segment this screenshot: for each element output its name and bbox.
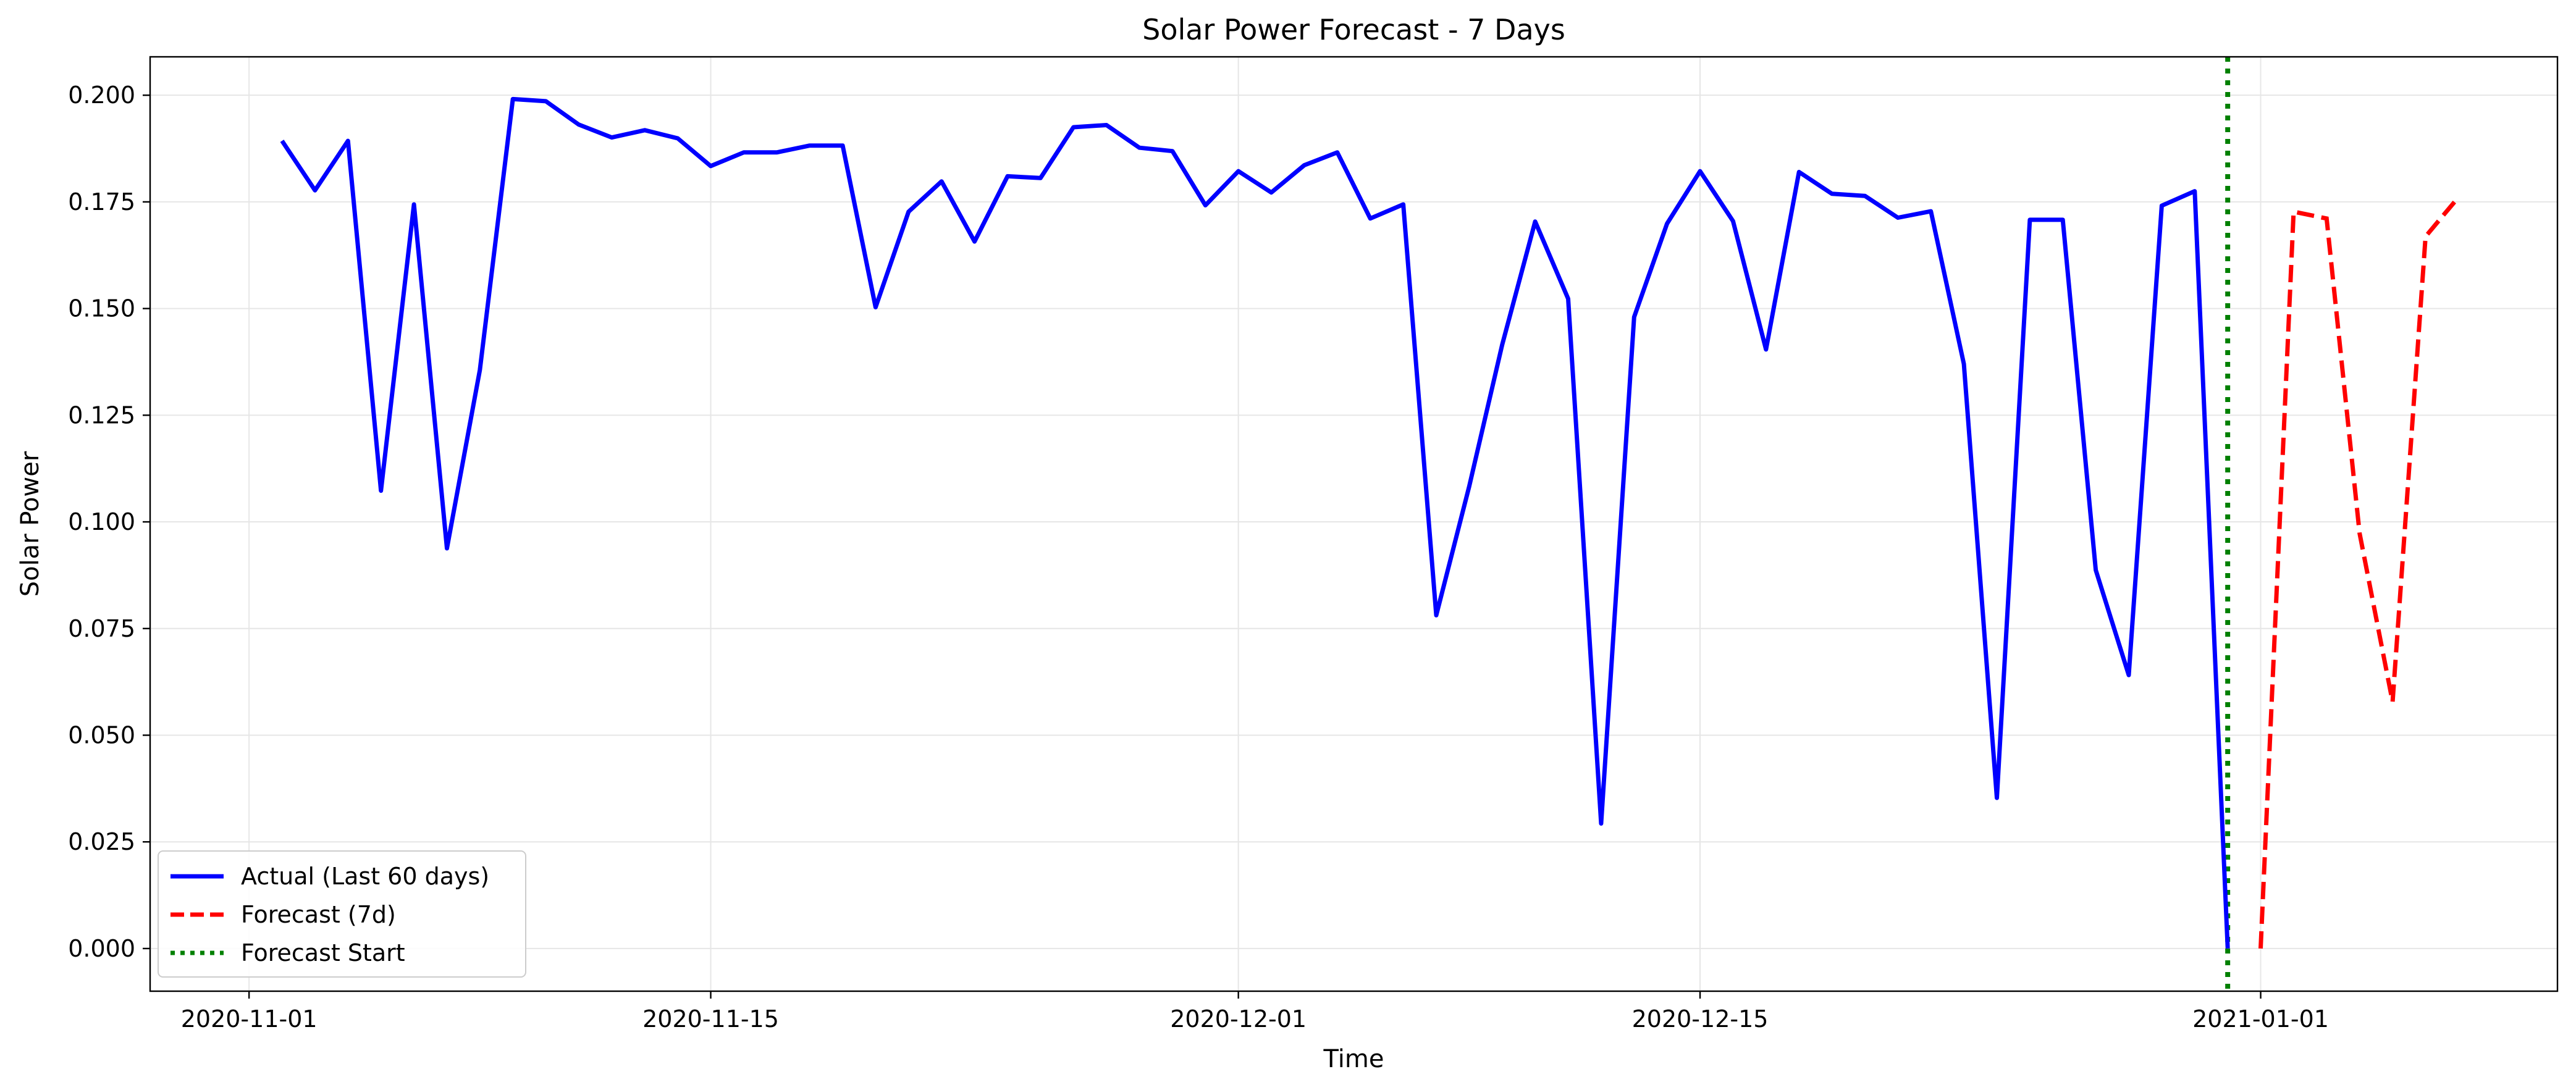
legend-label-actual: Actual (Last 60 days): [241, 863, 489, 890]
actual-point: [1203, 203, 1207, 207]
actual-point: [1533, 220, 1537, 224]
x-tick-label: 2020-11-15: [642, 1005, 779, 1033]
actual-point: [445, 547, 448, 550]
x-axis: 2020-11-01 2020-11-15 2020-12-01 2020-12-15…: [181, 991, 2329, 1033]
actual-point: [841, 144, 844, 148]
actual-point: [1006, 174, 1009, 178]
actual-point: [313, 188, 317, 192]
y-tick-label: 0.075: [68, 615, 135, 642]
actual-point: [511, 97, 515, 101]
y-tick-label: 0.050: [68, 721, 135, 748]
series-line-forecast: [2258, 196, 2460, 949]
actual-point: [280, 139, 284, 143]
actual-point: [1138, 146, 1142, 149]
actual-point: [907, 210, 911, 214]
x-axis-label: Time: [1323, 1045, 1384, 1073]
chart-title: Solar Power Forecast - 7 Days: [1142, 13, 1565, 46]
legend: Actual (Last 60 days) Forecast (7d) Fore…: [158, 850, 526, 978]
actual-point: [1302, 163, 1306, 167]
actual-point: [1566, 297, 1570, 301]
actual-point: [1599, 821, 1603, 825]
x-tick-label: 2020-12-01: [1170, 1005, 1307, 1033]
x-tick-label: 2020-12-15: [1632, 1005, 1769, 1033]
actual-point: [1501, 343, 1504, 346]
actual-point: [1764, 348, 1768, 351]
actual-point: [379, 489, 383, 493]
actual-point: [1105, 124, 1108, 127]
actual-point: [1896, 216, 1900, 219]
actual-point: [1665, 222, 1669, 225]
grid: [150, 57, 2557, 991]
actual-point: [1863, 194, 1867, 198]
forecast-point: [2423, 235, 2427, 238]
actual-point: [1038, 176, 1042, 180]
actual-point: [709, 164, 713, 168]
actual-point: [775, 151, 778, 154]
plot-frame: [149, 56, 2559, 992]
actual-point: [1269, 191, 1273, 195]
actual-point: [1962, 362, 1966, 366]
forecast-point: [2325, 217, 2328, 220]
legend-label-forecast: Forecast (7d): [241, 901, 396, 928]
actual-point: [940, 180, 943, 183]
y-tick-label: 0.100: [68, 508, 135, 535]
actual-point: [1336, 151, 1339, 154]
actual-point: [973, 240, 977, 243]
actual-point: [1467, 485, 1471, 488]
actual-point: [1995, 796, 1998, 800]
series-line-actual: [280, 96, 2230, 949]
actual-point: [577, 123, 581, 127]
actual-point: [1237, 169, 1240, 173]
actual-point: [1171, 149, 1174, 153]
actual-point: [2061, 218, 2065, 222]
actual-point: [544, 99, 548, 103]
actual-point: [2160, 204, 2163, 208]
actual-point: [1632, 315, 1636, 319]
actual-point: [1830, 192, 1834, 196]
actual-point: [610, 136, 613, 140]
forecast-point: [2391, 700, 2394, 704]
actual-point: [2028, 218, 2032, 222]
actual-point: [1929, 209, 1933, 213]
actual-point: [478, 368, 482, 372]
y-tick-label: 0.000: [68, 935, 135, 962]
actual-point: [676, 136, 680, 140]
y-tick-label: 0.025: [68, 828, 135, 855]
legend-label-forecast-start: Forecast Start: [241, 939, 405, 966]
actual-point: [1368, 217, 1372, 220]
actual-point: [1731, 219, 1735, 223]
actual-point: [412, 203, 416, 206]
y-axis: 0.000 0.025 0.050 0.075 0.100 0.125 0.150 0.175…: [68, 82, 150, 962]
legend-box: [158, 850, 526, 978]
actual-point: [1072, 125, 1075, 129]
y-tick-label: 0.125: [68, 401, 135, 429]
y-tick-label: 0.150: [68, 295, 135, 322]
actual-point: [742, 151, 746, 154]
actual-point: [873, 306, 877, 309]
actual-point: [2226, 947, 2229, 950]
forecast-point: [2292, 210, 2296, 214]
actual-point: [1402, 203, 1405, 206]
forecast-point: [2457, 195, 2460, 199]
actual-point: [2193, 190, 2197, 193]
actual-point: [2094, 568, 2098, 572]
actual-point: [1797, 170, 1801, 174]
y-tick-label: 0.200: [68, 82, 135, 109]
forecast-point: [2358, 532, 2362, 535]
actual-point: [808, 144, 812, 148]
y-tick-label: 0.175: [68, 188, 135, 216]
y-axis-label: Solar Power: [16, 451, 44, 597]
actual-point: [2127, 673, 2131, 677]
forecast-point: [2259, 947, 2263, 950]
actual-point: [346, 139, 350, 143]
actual-point: [1434, 613, 1438, 617]
actual-point: [643, 128, 647, 132]
x-tick-label: 2020-11-01: [181, 1005, 318, 1033]
actual-point: [1698, 169, 1702, 173]
x-tick-label: 2021-01-01: [2192, 1005, 2329, 1033]
